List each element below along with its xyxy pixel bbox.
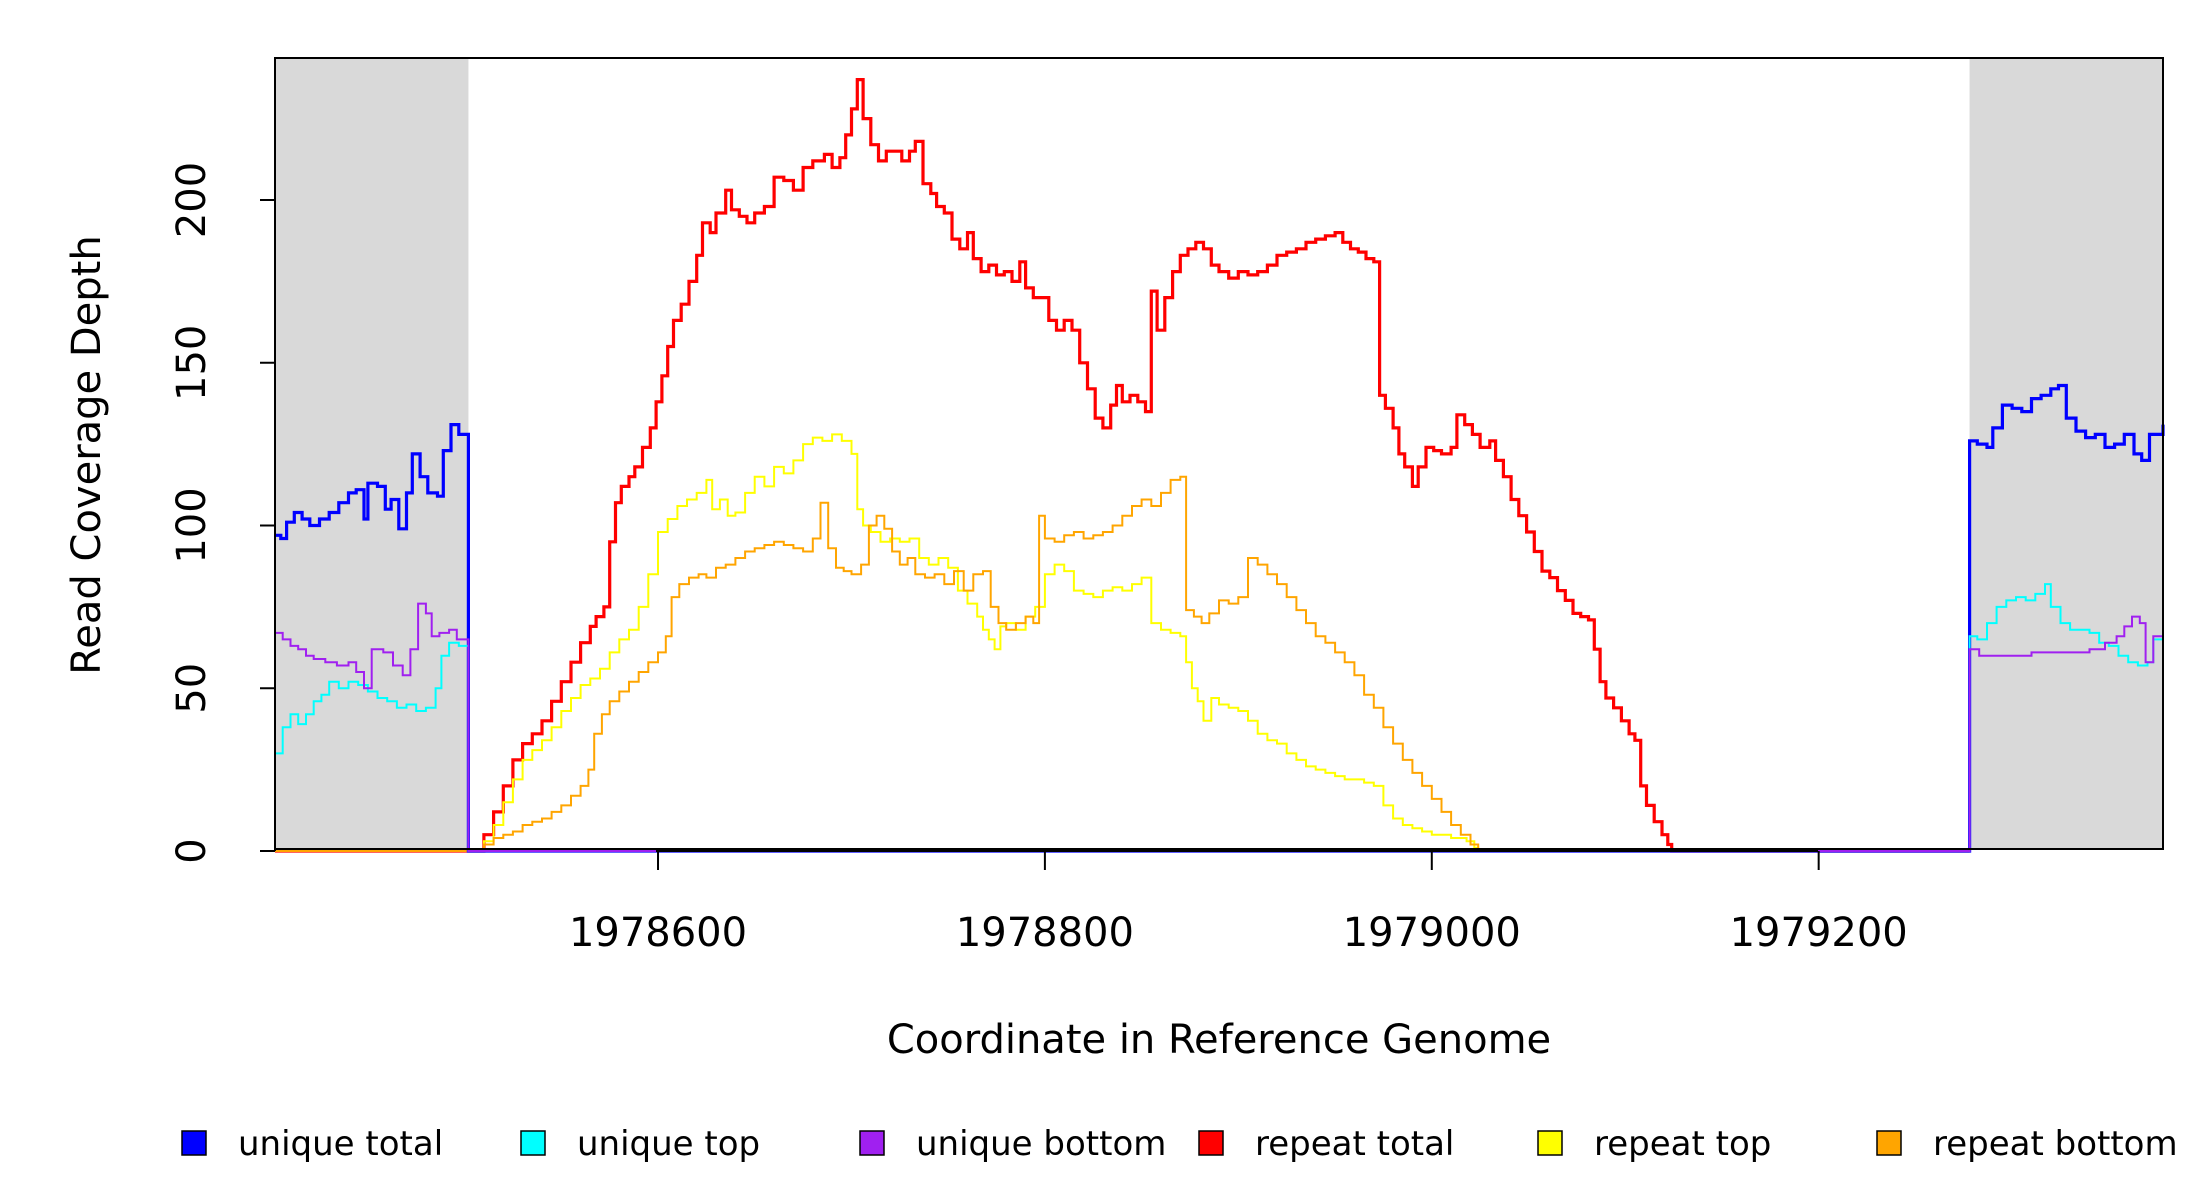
legend-label: repeat top	[1594, 1124, 1771, 1164]
series-line-repeat-bottom	[275, 475, 1970, 852]
legend-item-repeat-top: repeat top	[1537, 1124, 1771, 1164]
legend-swatch	[1537, 1130, 1563, 1156]
x-axis-title: Coordinate in Reference Genome	[887, 1017, 1551, 1063]
legend-item-unique-top: unique top	[520, 1124, 760, 1164]
legend-label: repeat total	[1255, 1124, 1454, 1164]
legend-swatch	[1198, 1130, 1224, 1156]
legend-swatch	[1876, 1130, 1902, 1156]
shaded-region-1	[275, 58, 469, 849]
series-line-unique-bottom	[275, 602, 2163, 852]
legend-swatch	[520, 1130, 546, 1156]
y-tick-label: 50	[169, 663, 215, 714]
legend-item-repeat-total: repeat total	[1198, 1124, 1454, 1164]
legend-item-unique-total: unique total	[181, 1124, 443, 1164]
y-tick-label: 100	[169, 487, 215, 563]
legend-label: repeat bottom	[1933, 1124, 2178, 1164]
legend-item-repeat-bottom: repeat bottom	[1876, 1124, 2178, 1164]
series-layer	[275, 78, 2165, 853]
legend-item-unique-bottom: unique bottom	[859, 1124, 1166, 1164]
series-line-unique-total	[275, 383, 2165, 853]
x-axis: 1978600 1978800 1979000 1979200	[569, 850, 1908, 956]
y-axis-title: Read Coverage Depth	[64, 235, 110, 674]
y-tick-label: 150	[169, 325, 215, 401]
plot-frame	[274, 57, 2164, 850]
x-tick-label: 1978600	[569, 910, 747, 956]
series-line-repeat-top	[275, 433, 1970, 852]
legend-label: unique total	[238, 1124, 443, 1164]
x-tick-label: 1979200	[1730, 910, 1908, 956]
x-tick-label: 1978800	[956, 910, 1134, 956]
series-line-repeat-total	[275, 78, 1970, 853]
x-tick-label: 1979000	[1343, 910, 1521, 956]
y-axis: 0 50 100 150 200	[169, 162, 276, 864]
y-tick-label: 0	[169, 838, 215, 863]
shaded-region-2	[1969, 58, 2163, 849]
legend-swatch	[181, 1130, 207, 1156]
legend-label: unique bottom	[916, 1124, 1166, 1164]
legend-swatch	[859, 1130, 885, 1156]
legend-label: unique top	[577, 1124, 760, 1164]
y-tick-label: 200	[169, 162, 215, 238]
shaded-regions	[275, 58, 2163, 849]
legend: unique total unique top unique bottom repea…	[181, 1124, 2178, 1164]
